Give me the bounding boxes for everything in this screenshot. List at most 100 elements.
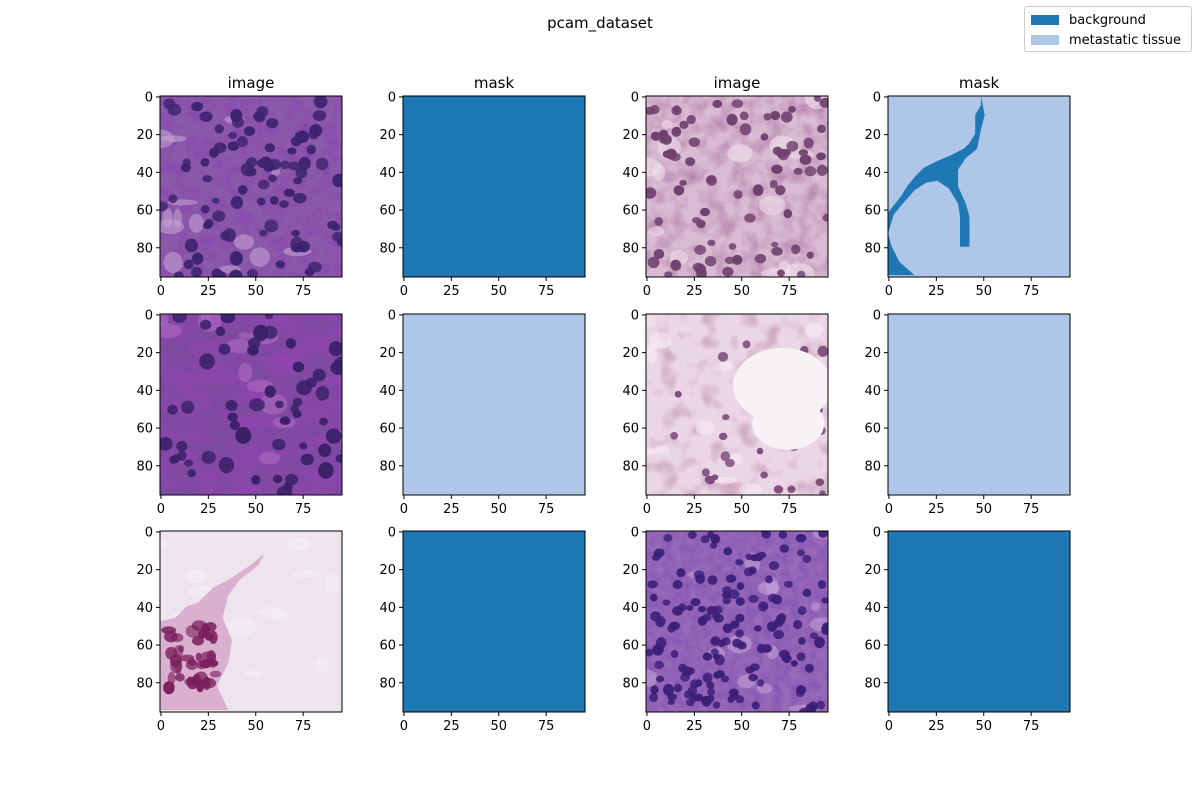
y-tick-label: 20 <box>379 128 396 143</box>
y-tick-label: 20 <box>136 563 153 578</box>
axes-r1-c1: 0 25 50 75 0 20 40 60 80 <box>379 308 586 517</box>
axes-r0-c3: 0 25 50 75 0 20 40 60 80 <box>864 90 1071 299</box>
y-tick-label: 80 <box>136 676 153 691</box>
y-tick-label: 0 <box>145 525 153 540</box>
legend-item-metastatic: metastatic tissue <box>1031 31 1181 49</box>
column-title-1: mask <box>474 74 515 92</box>
x-tick-label: 0 <box>157 502 165 517</box>
x-tick-label: 25 <box>200 502 217 517</box>
axes-frame <box>402 313 586 496</box>
y-tick-label: 0 <box>145 90 153 105</box>
y-tick-label: 60 <box>379 639 396 654</box>
x-tick-label: 0 <box>400 719 408 734</box>
x-tick-label: 25 <box>443 719 460 734</box>
figure-title: pcam_dataset <box>547 14 653 33</box>
legend-item-background: background <box>1031 11 1146 29</box>
x-tick-label: 50 <box>733 502 750 517</box>
y-tick-label: 40 <box>864 384 881 399</box>
x-tick-label: 0 <box>157 284 165 299</box>
axes-r1-c3: 0 25 50 75 0 20 40 60 80 <box>864 308 1071 517</box>
x-tick-label: 50 <box>975 502 992 517</box>
mask-panel-r1-c3-fill <box>888 314 1070 495</box>
image-panel-r1-c2 <box>646 314 828 495</box>
axes-frame <box>159 95 343 278</box>
y-tick-label: 20 <box>136 128 153 143</box>
legend-swatch-metastatic <box>1031 35 1059 45</box>
image-panel-r2-c0 <box>160 531 342 712</box>
x-tick-label: 75 <box>295 502 312 517</box>
x-tick-label: 25 <box>686 719 703 734</box>
y-tick-label: 40 <box>622 601 639 616</box>
x-tick-label: 75 <box>538 502 555 517</box>
y-tick-label: 40 <box>379 384 396 399</box>
y-tick-label: 20 <box>622 346 639 361</box>
y-tick-label: 20 <box>622 128 639 143</box>
x-tick-label: 75 <box>295 284 312 299</box>
axes-r1-c0: 0 25 50 75 0 20 40 60 80 <box>136 308 343 517</box>
y-tick-label: 40 <box>136 384 153 399</box>
x-tick-label: 50 <box>247 719 264 734</box>
axes-frame <box>402 95 586 278</box>
y-tick-label: 20 <box>136 346 153 361</box>
x-tick-label: 25 <box>443 502 460 517</box>
x-tick-label: 25 <box>443 284 460 299</box>
mask-panel-r0-c1-fill <box>403 96 585 277</box>
x-tick-label: 0 <box>885 284 893 299</box>
y-tick-label: 20 <box>622 563 639 578</box>
y-tick-label: 0 <box>873 90 881 105</box>
y-tick-label: 20 <box>864 346 881 361</box>
mask-panel-r2-c3 <box>888 531 1070 712</box>
mask-panel-r0-c3 <box>888 96 1070 277</box>
y-tick-label: 40 <box>136 166 153 181</box>
y-tick-label: 40 <box>136 601 153 616</box>
axes-frame <box>645 313 829 496</box>
mask-panel-r1-c3 <box>888 314 1070 495</box>
y-tick-label: 0 <box>631 308 639 323</box>
y-tick-label: 0 <box>388 308 396 323</box>
y-tick-label: 60 <box>379 204 396 219</box>
y-tick-label: 60 <box>136 422 153 437</box>
axes-frame <box>887 530 1071 713</box>
axes-r2-c2: 0 25 50 75 0 20 40 60 80 <box>622 525 829 734</box>
axes-r0-c2: 0 25 50 75 0 20 40 60 80 <box>622 90 829 299</box>
y-tick-label: 40 <box>864 601 881 616</box>
y-tick-label: 40 <box>864 166 881 181</box>
axes-frame <box>645 530 829 713</box>
y-tick-label: 60 <box>136 204 153 219</box>
x-tick-label: 50 <box>490 502 507 517</box>
y-tick-label: 80 <box>622 676 639 691</box>
x-tick-label: 0 <box>157 719 165 734</box>
x-tick-label: 75 <box>1023 502 1040 517</box>
mask-panel-r0-c3-background-region <box>888 96 985 276</box>
mask-panel-r2-c1 <box>403 531 585 712</box>
x-tick-label: 25 <box>200 719 217 734</box>
y-tick-label: 0 <box>388 90 396 105</box>
axes-r2-c0: 0 25 50 75 0 20 40 60 80 <box>136 525 343 734</box>
x-tick-label: 50 <box>247 502 264 517</box>
x-tick-label: 75 <box>781 719 798 734</box>
y-tick-label: 80 <box>622 241 639 256</box>
x-tick-label: 50 <box>975 719 992 734</box>
x-tick-label: 50 <box>490 284 507 299</box>
y-tick-label: 80 <box>379 459 396 474</box>
y-tick-label: 80 <box>379 676 396 691</box>
y-tick-label: 40 <box>379 601 396 616</box>
y-tick-label: 60 <box>379 422 396 437</box>
y-tick-label: 0 <box>145 308 153 323</box>
mask-panel-r2-c3-fill <box>888 531 1070 712</box>
axes-r2-c1: 0 25 50 75 0 20 40 60 80 <box>379 525 586 734</box>
y-tick-label: 80 <box>864 459 881 474</box>
legend: background metastatic tissue <box>1024 6 1192 52</box>
axes-r0-c1: 0 25 50 75 0 20 40 60 80 <box>379 90 586 299</box>
x-tick-label: 0 <box>400 284 408 299</box>
mask-panel-r1-c1-fill <box>403 314 585 495</box>
x-tick-label: 75 <box>781 284 798 299</box>
axes-r0-c0: 0 25 50 75 0 20 40 60 80 <box>136 90 343 299</box>
y-tick-label: 60 <box>864 422 881 437</box>
y-tick-label: 40 <box>622 384 639 399</box>
y-tick-label: 40 <box>379 166 396 181</box>
y-tick-label: 20 <box>864 563 881 578</box>
x-tick-label: 50 <box>975 284 992 299</box>
x-tick-label: 25 <box>928 502 945 517</box>
